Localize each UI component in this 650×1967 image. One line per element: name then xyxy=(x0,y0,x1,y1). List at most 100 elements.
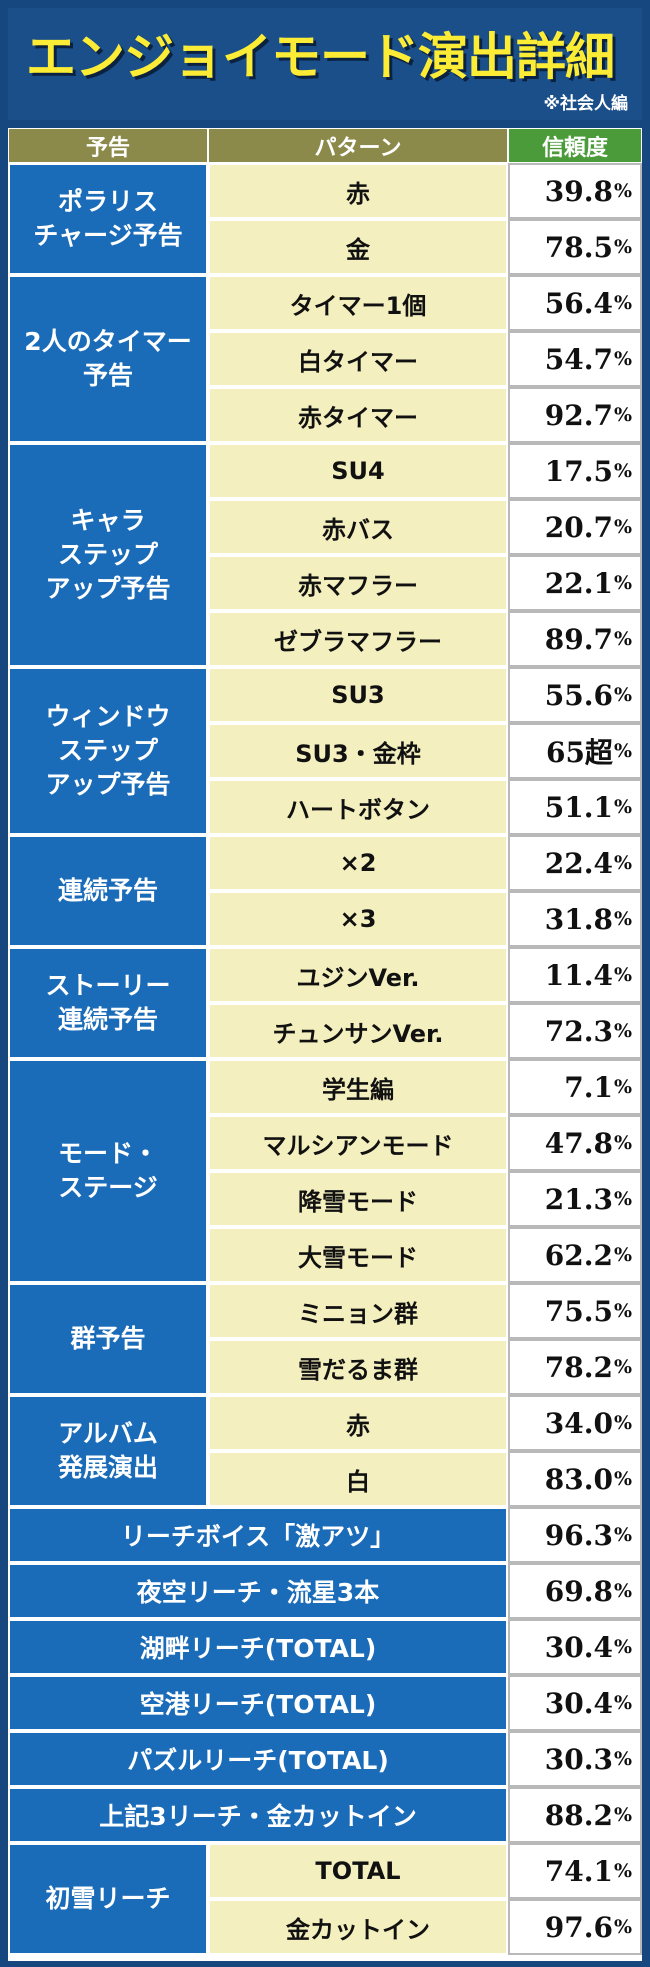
reliability-number: 97.6 xyxy=(544,1910,613,1944)
announcement-name: 夜空リーチ・流星3本 xyxy=(8,1563,508,1619)
percent-unit: % xyxy=(613,1692,632,1714)
percent-unit: % xyxy=(613,1412,632,1434)
reliability-number: 20.7 xyxy=(544,510,613,544)
reliability-value: 74.1% xyxy=(508,1843,642,1899)
reliability-number: 22.1 xyxy=(544,566,613,600)
pattern-name: 学生編 xyxy=(208,1059,508,1115)
percent-unit: % xyxy=(613,1860,632,1882)
pattern-name: 赤 xyxy=(208,1395,508,1451)
reliability-value: 39.8% xyxy=(508,163,642,219)
reliability-value: 65超% xyxy=(508,723,642,779)
reliability-value: 88.2% xyxy=(508,1787,642,1843)
reliability-value: 21.3% xyxy=(508,1171,642,1227)
reliability-number: 74.1 xyxy=(544,1854,613,1888)
page-subtitle: ※社会人編 xyxy=(543,94,628,114)
reliability-value: 97.6% xyxy=(508,1899,642,1955)
title-banner: エンジョイモード演出詳細 ※社会人編 xyxy=(8,8,642,120)
reliability-value: 72.3% xyxy=(508,1003,642,1059)
percent-unit: % xyxy=(613,1132,632,1154)
announcement-name: ウィンドウ ステップ アップ予告 xyxy=(8,667,208,835)
percent-unit: % xyxy=(613,1300,632,1322)
reliability-value: 30.3% xyxy=(508,1731,642,1787)
percent-unit: % xyxy=(613,852,632,874)
percent-unit: % xyxy=(613,236,632,258)
percent-unit: % xyxy=(613,740,632,762)
reliability-number: 47.8 xyxy=(544,1126,613,1160)
reliability-number: 31.8 xyxy=(544,902,613,936)
reliability-number: 54.7 xyxy=(544,342,613,376)
pattern-name: 赤マフラー xyxy=(208,555,508,611)
percent-unit: % xyxy=(613,1076,632,1098)
pattern-name: 金 xyxy=(208,219,508,275)
percent-unit: % xyxy=(613,1748,632,1770)
pattern-name: マルシアンモード xyxy=(208,1115,508,1171)
announcement-name: モード・ ステージ xyxy=(8,1059,208,1283)
pattern-name: 大雪モード xyxy=(208,1227,508,1283)
reliability-number: 51.1 xyxy=(544,790,613,824)
reliability-value: 83.0% xyxy=(508,1451,642,1507)
pattern-name: SU3・金枠 xyxy=(208,723,508,779)
announcement-name: 群予告 xyxy=(8,1283,208,1395)
reliability-number: 96.3 xyxy=(544,1518,613,1552)
reliability-value: 62.2% xyxy=(508,1227,642,1283)
pattern-name: ×3 xyxy=(208,891,508,947)
reliability-value: 56.4% xyxy=(508,275,642,331)
percent-unit: % xyxy=(613,796,632,818)
percent-unit: % xyxy=(613,684,632,706)
announcement-name: 初雪リーチ xyxy=(8,1843,208,1955)
reliability-number: 92.7 xyxy=(544,398,613,432)
percent-unit: % xyxy=(613,404,632,426)
pattern-name: SU4 xyxy=(208,443,508,499)
reliability-number: 75.5 xyxy=(544,1294,613,1328)
pattern-name: 白タイマー xyxy=(208,331,508,387)
reliability-number: 30.3 xyxy=(544,1742,613,1776)
reliability-number: 30.4 xyxy=(544,1686,613,1720)
reliability-number: 83.0 xyxy=(544,1462,613,1496)
announcement-name: リーチボイス「激アツ」 xyxy=(8,1507,508,1563)
pattern-name: 金カットイン xyxy=(208,1899,508,1955)
reliability-number: 7.1 xyxy=(564,1070,613,1104)
reliability-value: 47.8% xyxy=(508,1115,642,1171)
reliability-number: 21.3 xyxy=(544,1182,613,1216)
pattern-name: ×2 xyxy=(208,835,508,891)
header-pattern: パターン xyxy=(208,128,508,163)
reliability-number: 69.8 xyxy=(544,1574,613,1608)
reliability-value: 75.5% xyxy=(508,1283,642,1339)
percent-unit: % xyxy=(613,1524,632,1546)
percent-unit: % xyxy=(613,1468,632,1490)
header-reliability: 信頼度 xyxy=(508,128,642,163)
reliability-number: 11.4 xyxy=(544,958,613,992)
reliability-value: 96.3% xyxy=(508,1507,642,1563)
percent-unit: % xyxy=(613,460,632,482)
reliability-value: 22.4% xyxy=(508,835,642,891)
percent-unit: % xyxy=(613,292,632,314)
pattern-name: 雪だるま群 xyxy=(208,1339,508,1395)
reliability-value: 89.7% xyxy=(508,611,642,667)
header-announcement: 予告 xyxy=(8,128,208,163)
percent-unit: % xyxy=(613,348,632,370)
reliability-value: 11.4% xyxy=(508,947,642,1003)
reliability-table: 予告 パターン 信頼度 ポラリス チャージ予告赤 39.8% 金 78.5% 2人のタイ… xyxy=(8,128,642,1961)
announcement-name: パズルリーチ(TOTAL) xyxy=(8,1731,508,1787)
percent-unit: % xyxy=(613,1636,632,1658)
percent-unit: % xyxy=(613,1244,632,1266)
reliability-number: 34.0 xyxy=(544,1406,613,1440)
announcement-name: 連続予告 xyxy=(8,835,208,947)
reliability-number: 89.7 xyxy=(544,622,613,656)
pattern-name: 赤タイマー xyxy=(208,387,508,443)
reliability-value: 34.0% xyxy=(508,1395,642,1451)
announcement-name: 上記3リーチ・金カットイン xyxy=(8,1787,508,1843)
percent-unit: % xyxy=(613,516,632,538)
reliability-value: 30.4% xyxy=(508,1675,642,1731)
reliability-value: 30.4% xyxy=(508,1619,642,1675)
percent-unit: % xyxy=(613,1916,632,1938)
pattern-name: ユジンVer. xyxy=(208,947,508,1003)
announcement-name: 湖畔リーチ(TOTAL) xyxy=(8,1619,508,1675)
reliability-number: 39.8 xyxy=(544,174,613,208)
pattern-name: チュンサンVer. xyxy=(208,1003,508,1059)
reliability-number: 78.5 xyxy=(544,230,613,264)
announcement-name: ストーリー 連続予告 xyxy=(8,947,208,1059)
reliability-value: 55.6% xyxy=(508,667,642,723)
reliability-value: 92.7% xyxy=(508,387,642,443)
reliability-value: 78.5% xyxy=(508,219,642,275)
